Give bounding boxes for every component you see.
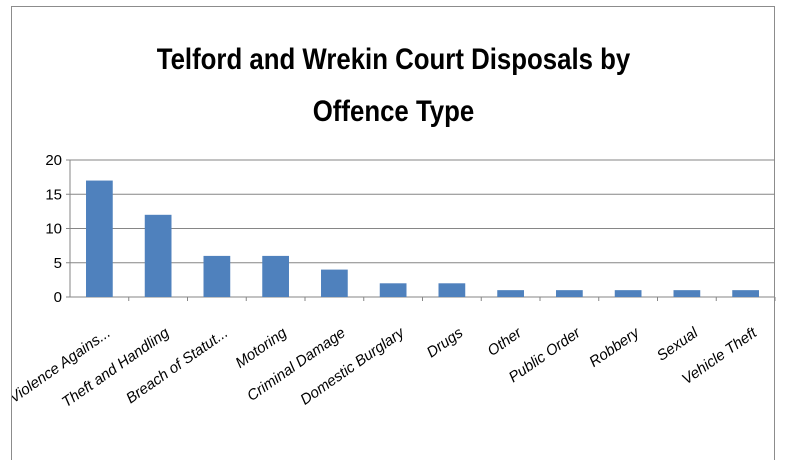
- bar: [86, 180, 113, 297]
- x-tick-label: Drugs: [424, 324, 467, 361]
- x-tick-label: Violence Agains...: [6, 324, 113, 406]
- bar: [321, 269, 348, 297]
- y-tick-label: 10: [45, 221, 62, 238]
- x-tick-label: Sexual: [654, 324, 702, 365]
- chart-title-line-2: Offence Type: [312, 95, 475, 128]
- bar: [497, 290, 524, 297]
- chart-title-line-1: Telford and Wrekin Court Disposals by: [156, 43, 631, 76]
- bar: [203, 255, 231, 297]
- x-tick-label: Theft and Handling: [59, 324, 173, 411]
- x-tick-label: Domestic Burglary: [297, 323, 408, 408]
- bar: [379, 283, 407, 297]
- bar: [262, 255, 289, 297]
- x-tick-labels: Violence Agains...Theft and HandlingBrea…: [6, 323, 761, 411]
- y-tick-label: 0: [54, 289, 62, 306]
- bar: [614, 290, 642, 297]
- chart-frame: [11, 6, 775, 460]
- bar: [556, 290, 583, 297]
- x-tick-label: Robbery: [586, 323, 643, 370]
- bar: [438, 283, 466, 297]
- y-tick-label: 15: [45, 186, 62, 203]
- bar: [673, 290, 701, 297]
- bar: [732, 290, 759, 297]
- x-tick-label: Other: [484, 324, 525, 360]
- y-tick-label: 20: [45, 152, 62, 169]
- bar: [144, 214, 172, 297]
- x-tick-label: Breach of Statut...: [123, 324, 231, 407]
- x-tick-label: Criminal Damage: [244, 324, 349, 404]
- y-tick-label: 5: [54, 255, 62, 272]
- chart-title: Telford and Wrekin Court Disposals by Of…: [55, 34, 732, 138]
